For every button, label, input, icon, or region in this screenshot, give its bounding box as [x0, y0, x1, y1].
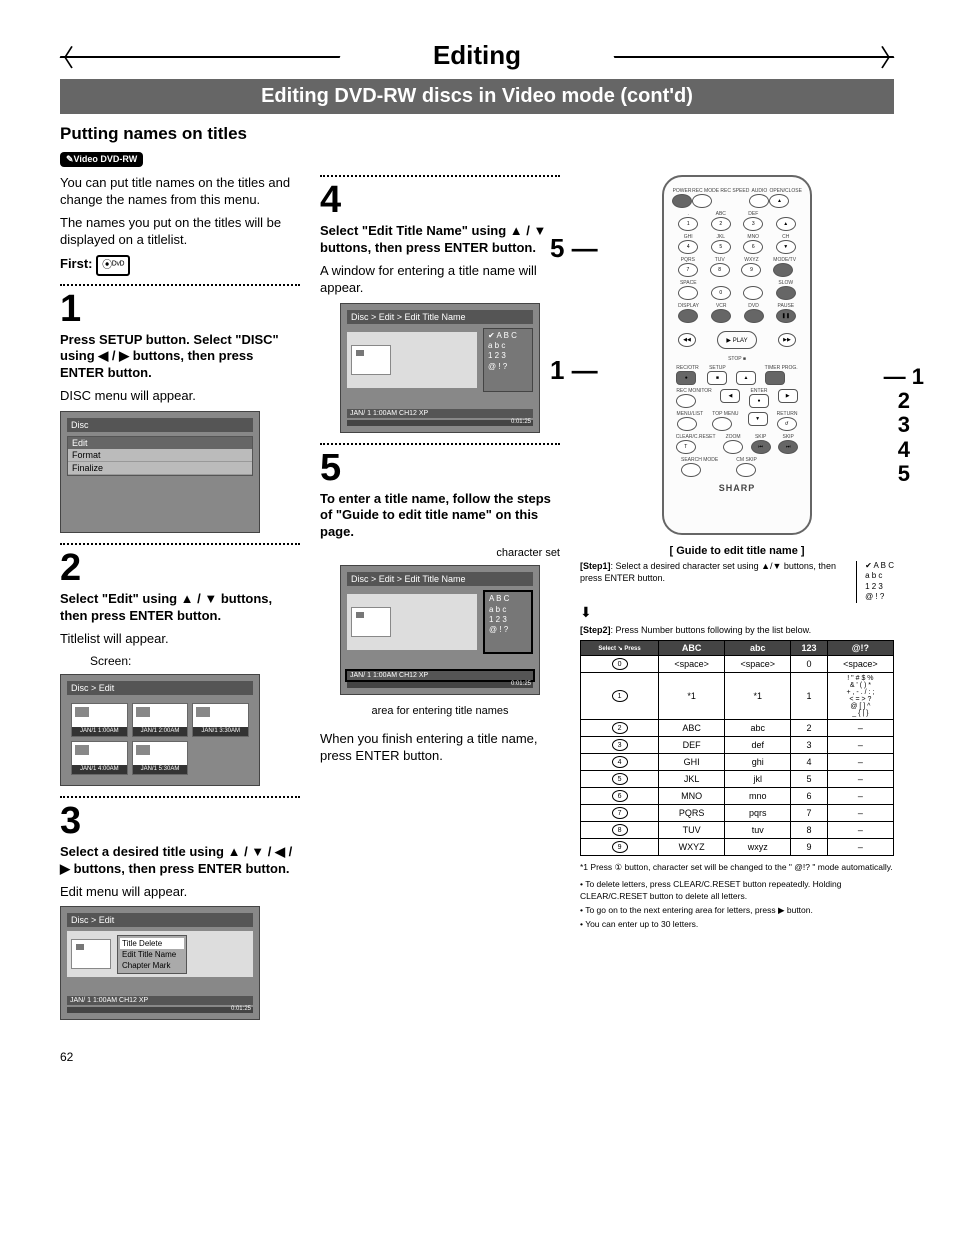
column-right: 5 ― 1 ― ― 12345 POWER REC MODE REC SPEED…	[580, 175, 894, 1030]
step-1-body: DISC menu will appear.	[60, 388, 300, 405]
video-badge: ✎Video DVD-RW	[60, 152, 143, 167]
step-2-number: 2	[60, 549, 300, 587]
edit-title-name-screenshot-1: Disc > Edit > Edit Title Name ✔ A B C a …	[340, 303, 540, 433]
guide-step-2: [Step2]: Press Number buttons following …	[580, 625, 894, 637]
guide-step-1: ✔ A B C a b c 1 2 3 @ ! ? [Step1]: Selec…	[580, 561, 894, 621]
remote-control-diagram: POWER REC MODE REC SPEED AUDIO OPEN/CLOS…	[662, 175, 812, 535]
edit-title-name-screenshot-2: Disc > Edit > Edit Title Name A B C a b …	[340, 565, 540, 695]
intro-text-2: The names you put on the titles will be …	[60, 215, 300, 249]
step-4-heading: Select "Edit Title Name" using ▲ / ▼ but…	[320, 223, 560, 257]
edit-menu-screenshot: Disc > Edit Title Delete Edit Title Name…	[60, 906, 260, 1020]
character-table: Select ↘ Press ABC abc 123 @!? 0<space><…	[580, 640, 894, 856]
guide-title: [ Guide to edit title name ]	[580, 545, 894, 557]
step-3-heading: Select a desired title using ▲ / ▼ / ◀ /…	[60, 844, 300, 878]
remote-annotation-right: ― 12345	[884, 365, 924, 486]
remote-annotation-5: 5 ―	[550, 233, 598, 264]
step-4-body: A window for entering a title name will …	[320, 263, 560, 297]
step-5-heading: To enter a title name, follow the steps …	[320, 491, 560, 542]
titlelist-screenshot: Disc > Edit JAN/1 1:00AM JAN/1 2:00AM JA…	[60, 674, 260, 786]
remote-brand: SHARP	[672, 483, 802, 493]
step-4-number: 4	[320, 181, 560, 219]
intro-text-1: You can put title names on the titles an…	[60, 175, 300, 209]
subheader-bar: Editing DVD-RW discs in Video mode (cont…	[60, 79, 894, 114]
disc-icon: ⦿ᴰᵛᴰ	[96, 255, 130, 276]
step-5-number: 5	[320, 449, 560, 487]
page-number: 62	[60, 1050, 894, 1064]
area-callout: area for entering title names	[320, 705, 560, 717]
footnote-bullets: • To delete letters, press CLEAR/C.RESET…	[580, 879, 894, 929]
disc-menu-screenshot: Disc Edit Format Finalize	[60, 411, 260, 533]
charset-callout: character set	[320, 547, 560, 559]
title-banner: 〈 Editing 〉	[60, 40, 894, 71]
column-left: You can put title names on the titles an…	[60, 175, 300, 1030]
section-title: Putting names on titles	[60, 124, 894, 144]
step-2-heading: Select "Edit" using ▲ / ▼ buttons, then …	[60, 591, 300, 625]
step-3-body: Edit menu will appear.	[60, 884, 300, 901]
first-label: First:	[60, 256, 93, 271]
page-title: Editing	[403, 40, 551, 71]
remote-annotation-1: 1 ―	[550, 355, 598, 386]
step-1-heading: Press SETUP button. Select "DISC" using …	[60, 332, 300, 383]
step-2-body: Titlelist will appear.	[60, 631, 300, 648]
step-3-number: 3	[60, 802, 300, 840]
step-5-body2: When you finish entering a title name, p…	[320, 731, 560, 765]
step-1-number: 1	[60, 290, 300, 328]
footnote-asterisk: *1 Press ① button, character set will be…	[580, 862, 894, 873]
screen-caption: Screen:	[90, 654, 300, 668]
column-middle: 4 Select "Edit Title Name" using ▲ / ▼ b…	[320, 175, 560, 1030]
